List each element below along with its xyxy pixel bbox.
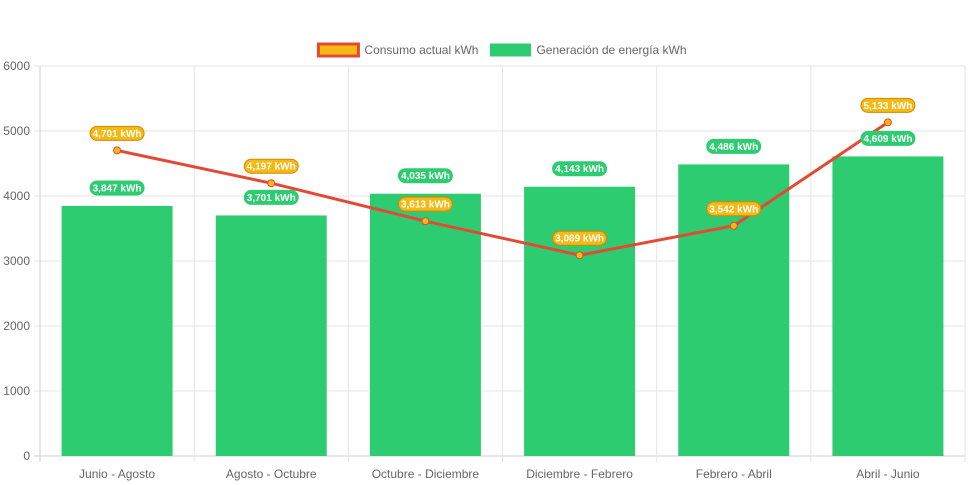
x-tick-label: Agosto - Octubre bbox=[226, 467, 317, 481]
bar bbox=[215, 215, 327, 456]
grid-lines bbox=[34, 65, 966, 462]
data-label-text: 4,609 kWh bbox=[863, 134, 912, 145]
data-label-text: 3,847 kWh bbox=[93, 183, 142, 194]
bar bbox=[832, 156, 944, 457]
data-point bbox=[729, 221, 738, 230]
y-tick-label: 5000 bbox=[3, 124, 30, 138]
y-tick-label: 1000 bbox=[3, 384, 30, 398]
data-label-text: 4,486 kWh bbox=[709, 142, 758, 153]
y-tick-label: 3000 bbox=[3, 254, 30, 268]
data-label-text: 4,143 kWh bbox=[555, 164, 604, 175]
data-label-background bbox=[552, 161, 608, 177]
x-tick-label: Febrero - Abril bbox=[696, 467, 772, 481]
data-label: 3,089 kWh bbox=[552, 230, 608, 246]
data-label-text: 4,701 kWh bbox=[93, 129, 142, 140]
y-tick-label: 2000 bbox=[3, 319, 30, 333]
data-label-text: 3,701 kWh bbox=[247, 193, 296, 204]
data-label-background bbox=[552, 230, 608, 246]
data-label: 3,701 kWh bbox=[243, 189, 299, 205]
data-label: 5,133 kWh bbox=[860, 97, 916, 113]
data-label-background bbox=[89, 125, 145, 141]
data-label-background bbox=[243, 189, 299, 205]
data-label: 4,701 kWh bbox=[89, 125, 145, 141]
data-label: 4,035 kWh bbox=[397, 168, 453, 184]
data-label-background bbox=[706, 138, 762, 154]
legend-item: Generación de energía kWh bbox=[489, 43, 687, 57]
data-label: 4,143 kWh bbox=[552, 161, 608, 177]
data-label-background bbox=[243, 158, 299, 174]
data-label: 4,486 kWh bbox=[706, 138, 762, 154]
legend: Consumo actual kWh Generación de energía … bbox=[316, 42, 687, 58]
axes: 0 1000 2000 3000 4000 5000 6000 Junio - Agosto A… bbox=[3, 59, 920, 481]
y-tick-label: 4000 bbox=[3, 189, 30, 203]
bar bbox=[524, 186, 636, 456]
legend-swatch bbox=[489, 43, 531, 57]
y-tick-label: 6000 bbox=[3, 59, 30, 73]
data-label: 3,613 kWh bbox=[397, 196, 453, 212]
data-label: 3,847 kWh bbox=[89, 180, 145, 196]
data-label: 4,197 kWh bbox=[243, 158, 299, 174]
legend-label: Generación de energía kWh bbox=[536, 43, 686, 57]
bar bbox=[369, 193, 481, 456]
bar-series bbox=[61, 156, 944, 457]
bar bbox=[61, 205, 173, 456]
x-tick-label: Junio - Agosto bbox=[79, 467, 155, 481]
data-label-background bbox=[397, 196, 453, 212]
x-tick-label: Diciembre - Febrero bbox=[526, 467, 633, 481]
data-label-text: 4,197 kWh bbox=[247, 162, 296, 173]
data-label-background bbox=[706, 201, 762, 217]
data-label-text: 3,089 kWh bbox=[555, 234, 604, 245]
data-label-background bbox=[860, 97, 916, 113]
legend-label: Consumo actual kWh bbox=[364, 43, 478, 57]
data-label-background bbox=[397, 168, 453, 184]
data-labels: 3,847 kWh 3,701 kWh 4,035 kWh 4,143 kWh 4,48… bbox=[89, 97, 916, 246]
data-point bbox=[113, 146, 122, 155]
data-label: 4,609 kWh bbox=[860, 130, 916, 146]
data-label-text: 3,542 kWh bbox=[709, 204, 758, 215]
x-tick-label: Octubre - Diciembre bbox=[372, 467, 480, 481]
data-label-background bbox=[89, 180, 145, 196]
data-point bbox=[421, 217, 430, 226]
data-point bbox=[575, 251, 584, 260]
data-label-text: 4,035 kWh bbox=[401, 171, 450, 182]
data-label-background bbox=[860, 130, 916, 146]
legend-swatch bbox=[316, 42, 360, 58]
data-label-text: 3,613 kWh bbox=[401, 200, 450, 211]
y-tick-label: 0 bbox=[23, 449, 30, 463]
data-point bbox=[883, 118, 892, 127]
x-tick-label: Abril - Junio bbox=[856, 467, 920, 481]
data-label-text: 5,133 kWh bbox=[863, 101, 912, 112]
data-label: 3,542 kWh bbox=[706, 201, 762, 217]
legend-item: Consumo actual kWh bbox=[316, 42, 478, 58]
data-point bbox=[267, 179, 276, 188]
